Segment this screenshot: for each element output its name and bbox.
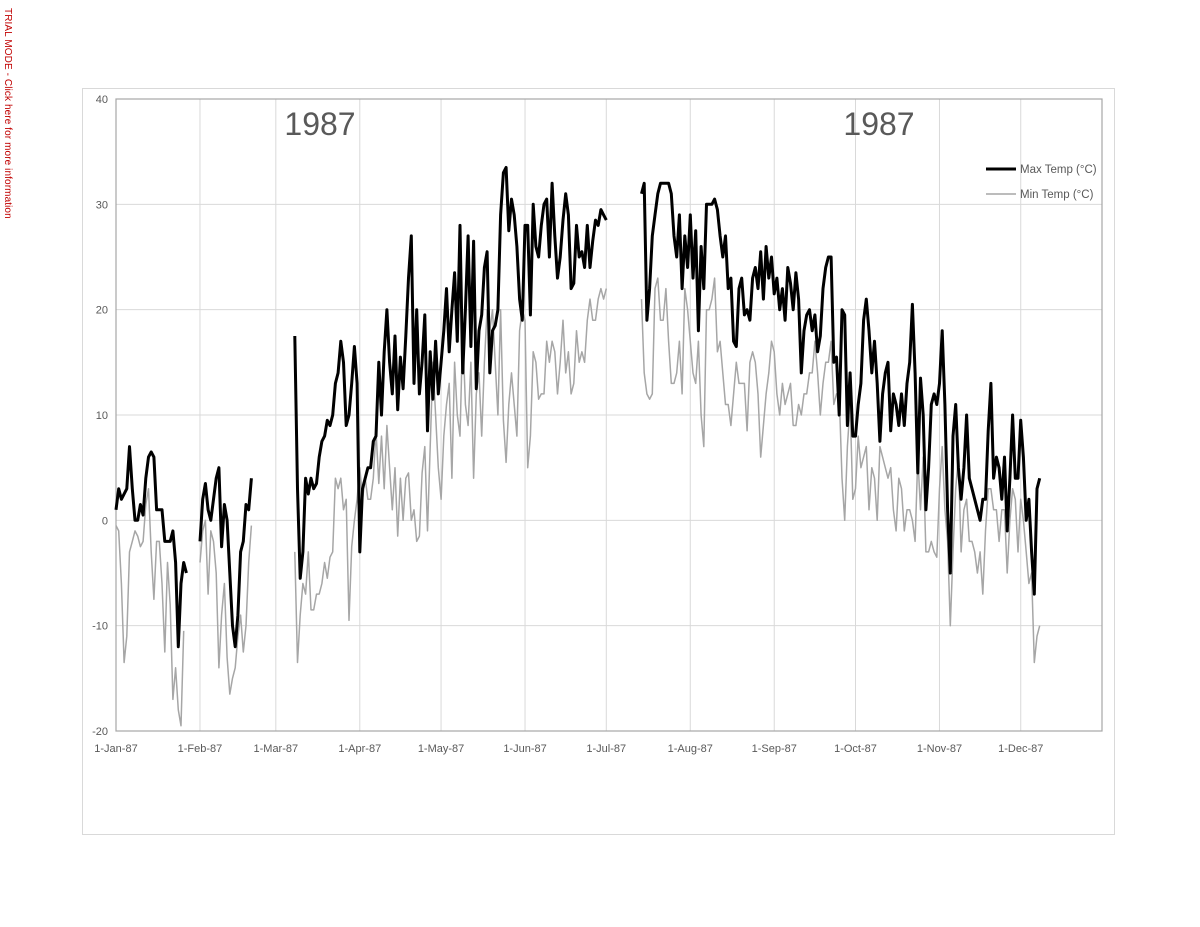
- min-temp-line: [294, 287, 608, 664]
- x-tick-label: 1-Jun-87: [503, 743, 546, 755]
- x-tick-label: 1-Nov-87: [917, 743, 962, 755]
- x-tick-label: 1-May-87: [418, 743, 464, 755]
- max-temp-line: [293, 166, 608, 580]
- max-temp-line: [198, 466, 253, 649]
- max-temp-line: [114, 445, 188, 649]
- x-tick-label: 1-Jan-87: [94, 743, 137, 755]
- x-tick-label: 1-Apr-87: [338, 743, 381, 755]
- x-tick-label: 1-Oct-87: [834, 743, 877, 755]
- temperature-chart: -20 -10 0 10 20 30 40 1-Jan-87 1-Feb-87 1-Mar-87 1…: [92, 94, 1103, 755]
- y-tick-label: -10: [92, 621, 108, 633]
- x-tick-label: 1-Feb-87: [178, 743, 223, 755]
- legend-label: Min Temp (°C): [1020, 189, 1094, 201]
- y-tick-label: 0: [102, 515, 108, 527]
- x-tick-label: 1-Dec-87: [998, 743, 1043, 755]
- x-tick-label: 1-Sep-87: [752, 743, 797, 755]
- chart-title: 1987: [284, 106, 355, 142]
- legend-label: Max Temp (°C): [1020, 164, 1097, 176]
- y-tick-label: -20: [92, 726, 108, 738]
- x-tick-label: 1-Aug-87: [668, 743, 713, 755]
- x-tick-label: 1-Jul-87: [586, 743, 626, 755]
- y-tick-label: 30: [96, 199, 108, 211]
- trial-mode-banner[interactable]: TRIAL MODE - Click here for more informa…: [2, 8, 13, 219]
- y-tick-label: 20: [96, 305, 108, 317]
- min-temp-line: [115, 487, 185, 727]
- min-temp-line: [199, 519, 253, 695]
- x-tick-label: 1-Mar-87: [254, 743, 299, 755]
- chart-area: -20 -10 0 10 20 30 40 1-Jan-87 1-Feb-87 1-Mar-87 1…: [82, 88, 1115, 835]
- y-tick-label: 10: [96, 410, 108, 422]
- chart-title-repeat: 1987: [843, 106, 914, 142]
- min-temp-line: [640, 277, 1041, 664]
- max-temp-line: [640, 181, 1042, 596]
- plot-border: [115, 98, 1103, 732]
- y-tick-label: 40: [96, 94, 108, 106]
